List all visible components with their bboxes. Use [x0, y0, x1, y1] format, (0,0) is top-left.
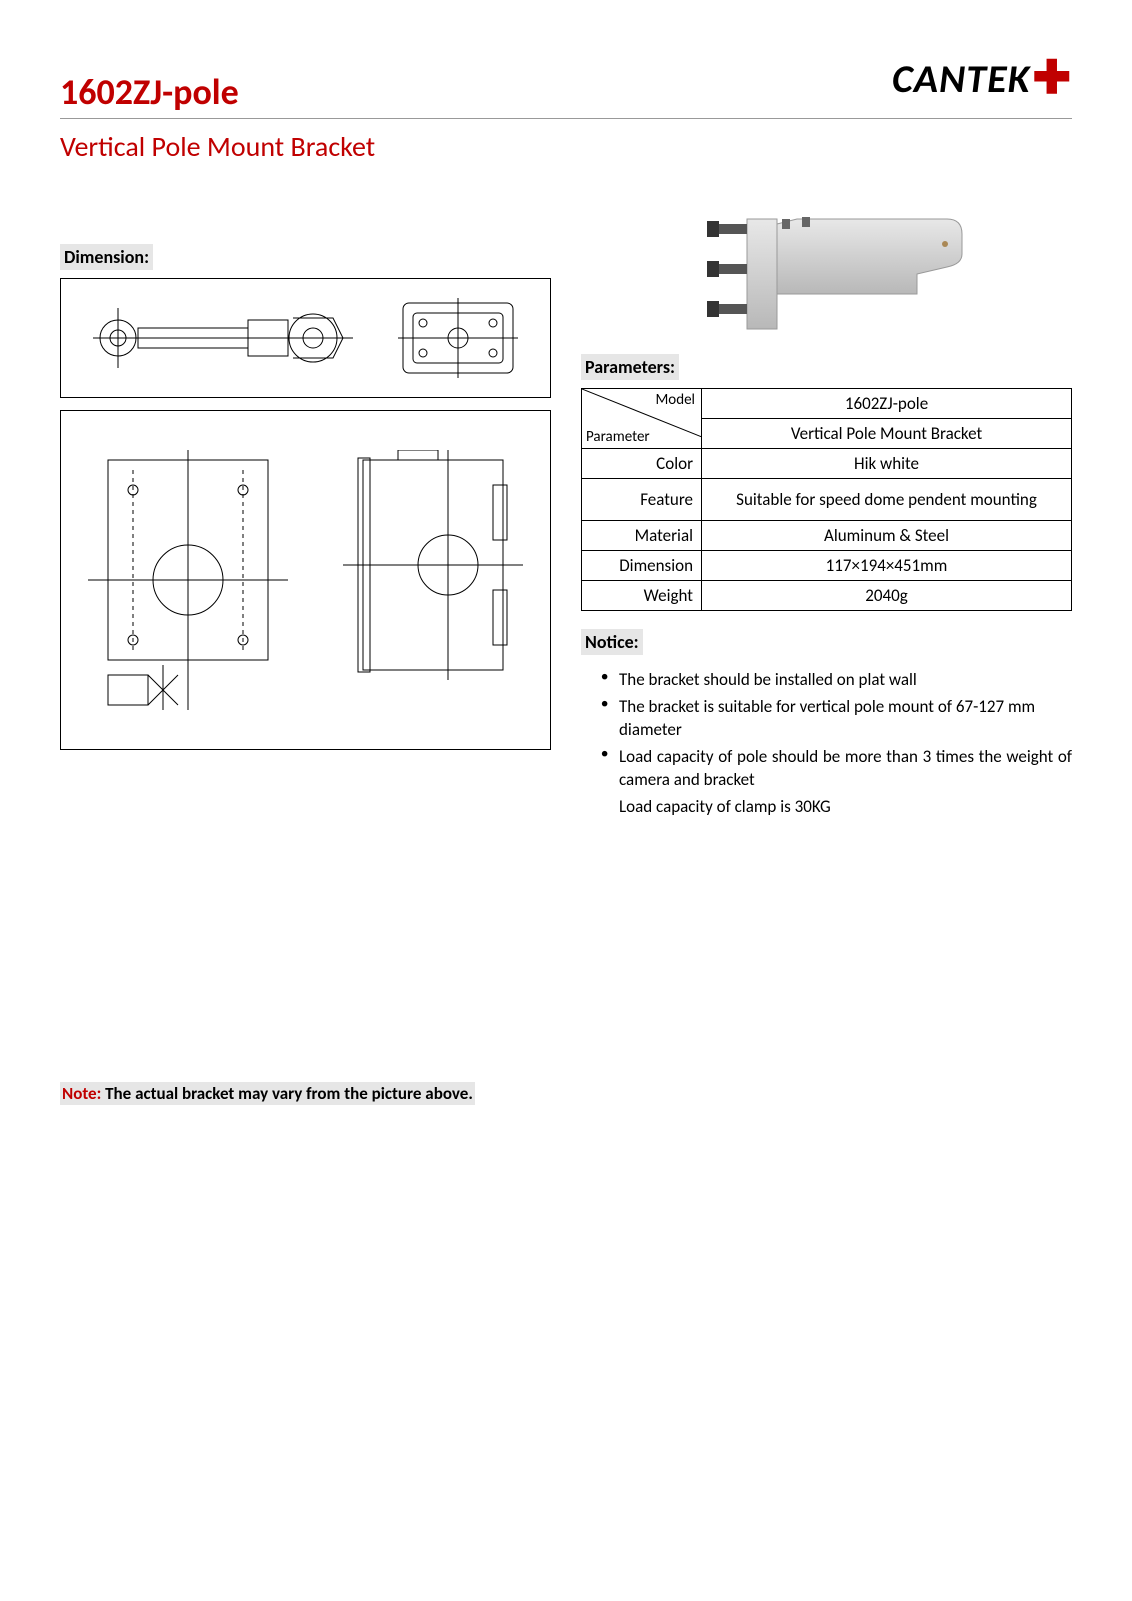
logo-plus-icon: ✚	[1032, 50, 1072, 106]
right-column: Parameters: Model Parameter 1602ZJ-pole …	[581, 194, 1072, 823]
list-item: The bracket is suitable for vertical pol…	[601, 696, 1072, 742]
table-cell: Vertical Pole Mount Bracket	[702, 419, 1072, 449]
footnote-label: Note:	[62, 1083, 101, 1104]
table-row: Color Hik white	[582, 449, 1072, 479]
dimension-heading: Dimension:	[60, 244, 153, 270]
parameters-heading: Parameters:	[581, 354, 679, 380]
table-label: Color	[582, 449, 702, 479]
diag-top-label: Model	[655, 391, 695, 409]
footnote-text: The actual bracket may vary from the pic…	[105, 1083, 473, 1104]
bracket-rear-view-icon	[343, 450, 523, 710]
list-item: Load capacity of clamp is 30KG	[601, 796, 1072, 819]
notice-heading: Notice:	[581, 629, 643, 655]
diagonal-header-cell: Model Parameter	[582, 389, 702, 449]
left-column: Dimension:	[60, 194, 551, 823]
model-code: 1602ZJ-pole	[60, 70, 239, 114]
page-subtitle: Vertical Pole Mount Bracket	[60, 129, 1072, 164]
bracket-top-view-icon	[398, 298, 518, 378]
footnote: Note: The actual bracket may vary from t…	[60, 1083, 1072, 1104]
table-row: Dimension 117×194×451mm	[582, 551, 1072, 581]
table-cell: Suitable for speed dome pendent mounting	[702, 479, 1072, 521]
list-item: The bracket should be installed on plat …	[601, 669, 1072, 692]
table-row: Feature Suitable for speed dome pendent …	[582, 479, 1072, 521]
bracket-product-icon	[687, 199, 967, 349]
logo-text: CANTEK	[892, 54, 1030, 103]
notice-list: The bracket should be installed on plat …	[581, 669, 1072, 819]
table-label: Feature	[582, 479, 702, 521]
brand-logo: CANTEK✚	[892, 50, 1072, 106]
table-cell: 117×194×451mm	[702, 551, 1072, 581]
parameters-table: Model Parameter 1602ZJ-pole Vertical Pol…	[581, 388, 1072, 611]
content-columns: Dimension:	[60, 194, 1072, 823]
page-header: 1602ZJ-pole CANTEK✚	[60, 50, 1072, 119]
dimension-drawing-bottom	[60, 410, 551, 750]
list-item: Load capacity of pole should be more tha…	[601, 746, 1072, 792]
table-label: Material	[582, 521, 702, 551]
table-label: Dimension	[582, 551, 702, 581]
bracket-front-view-icon	[88, 450, 288, 710]
table-row: Model Parameter 1602ZJ-pole	[582, 389, 1072, 419]
bracket-side-view-icon	[93, 298, 353, 378]
dimension-drawing-top	[60, 278, 551, 398]
table-cell: 1602ZJ-pole	[702, 389, 1072, 419]
diag-bot-label: Parameter	[586, 428, 650, 446]
table-row: Material Aluminum & Steel	[582, 521, 1072, 551]
table-label: Weight	[582, 581, 702, 611]
table-cell: Aluminum & Steel	[702, 521, 1072, 551]
table-cell: Hik white	[702, 449, 1072, 479]
table-row: Weight 2040g	[582, 581, 1072, 611]
table-cell: 2040g	[702, 581, 1072, 611]
product-photo	[581, 194, 1072, 354]
